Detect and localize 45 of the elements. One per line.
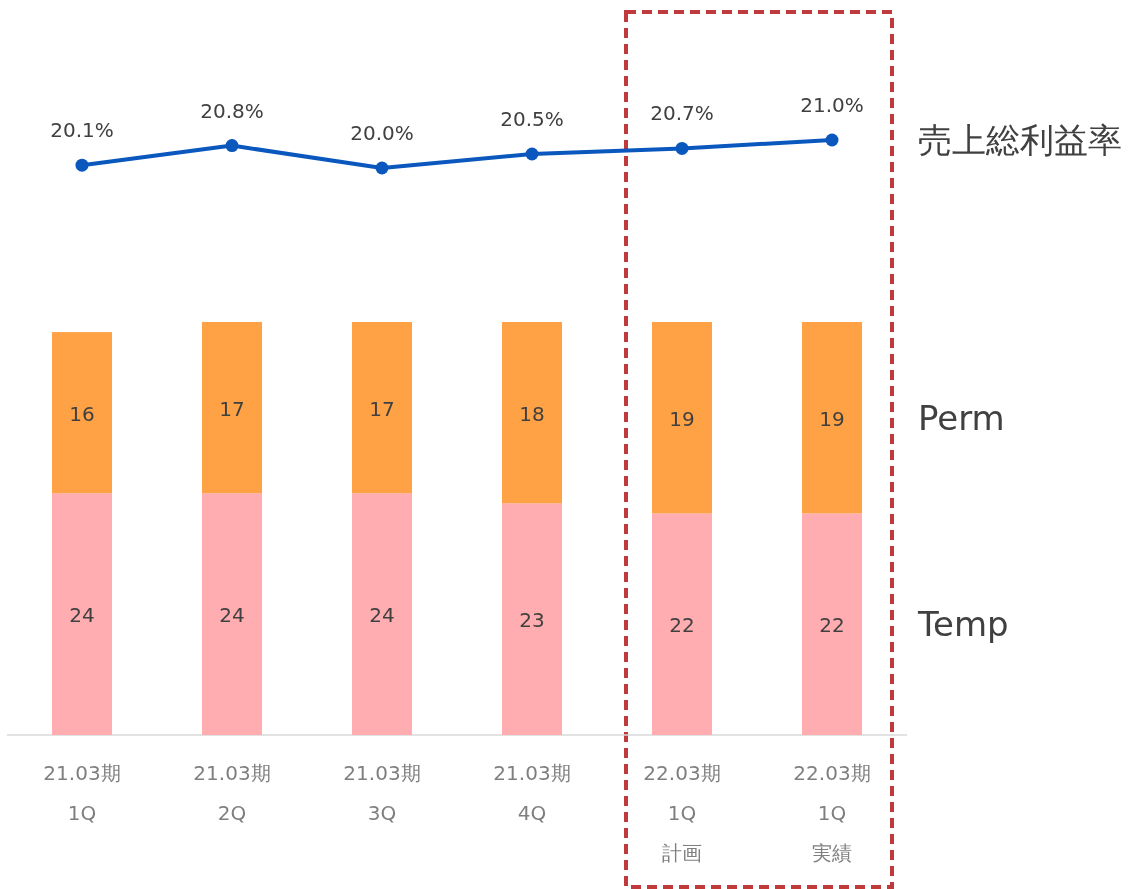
data-label: 16 bbox=[69, 401, 95, 426]
bar bbox=[352, 322, 412, 494]
bar bbox=[802, 513, 862, 735]
bar bbox=[202, 493, 262, 735]
data-label: 24 bbox=[369, 603, 395, 628]
data-label: 23 bbox=[519, 608, 545, 633]
point bbox=[525, 147, 539, 161]
bar bbox=[652, 513, 712, 735]
data-label: 22 bbox=[819, 613, 845, 638]
data-label: 20.7% bbox=[650, 101, 714, 126]
x-tick-label: 21.03期 2Q bbox=[193, 761, 271, 825]
x-tick-label: 22.03期 1Q 計画 bbox=[643, 761, 721, 865]
data-label: 24 bbox=[69, 603, 95, 628]
data-label: 20.5% bbox=[500, 107, 564, 131]
bar bbox=[502, 503, 562, 735]
x-tick-label: 22.03期 1Q 実績 bbox=[793, 761, 871, 865]
series-label: Perm bbox=[918, 397, 1005, 438]
series-label: Temp bbox=[917, 604, 1009, 645]
bar bbox=[652, 322, 712, 514]
data-label: 20.0% bbox=[350, 121, 414, 145]
data-label: 19 bbox=[819, 406, 845, 431]
data-label: 18 bbox=[519, 401, 545, 426]
point bbox=[675, 141, 689, 155]
data-label: 24 bbox=[219, 603, 245, 628]
data-label: 20.1% bbox=[50, 118, 114, 143]
text: 売上総利益率 bbox=[918, 120, 1122, 160]
bar bbox=[202, 322, 262, 494]
bar bbox=[52, 493, 112, 735]
data-label: 17 bbox=[219, 396, 245, 421]
bar bbox=[502, 322, 562, 504]
bar bbox=[52, 332, 112, 494]
data-label: 17 bbox=[369, 396, 395, 421]
data-label: 22 bbox=[669, 613, 695, 638]
point bbox=[825, 133, 839, 147]
bar bbox=[802, 322, 862, 514]
point bbox=[375, 161, 389, 175]
x-tick-label: 21.03期 1Q bbox=[43, 761, 121, 825]
data-label: 20.8% bbox=[200, 98, 264, 123]
data-label: 19 bbox=[669, 406, 695, 431]
x-tick-label: 21.03期 4Q bbox=[493, 761, 571, 825]
bar bbox=[352, 493, 412, 735]
point bbox=[75, 158, 89, 172]
point bbox=[225, 139, 239, 153]
data-label: 21.0% bbox=[800, 93, 864, 117]
x-tick-label: 21.03期 3Q bbox=[343, 761, 421, 825]
